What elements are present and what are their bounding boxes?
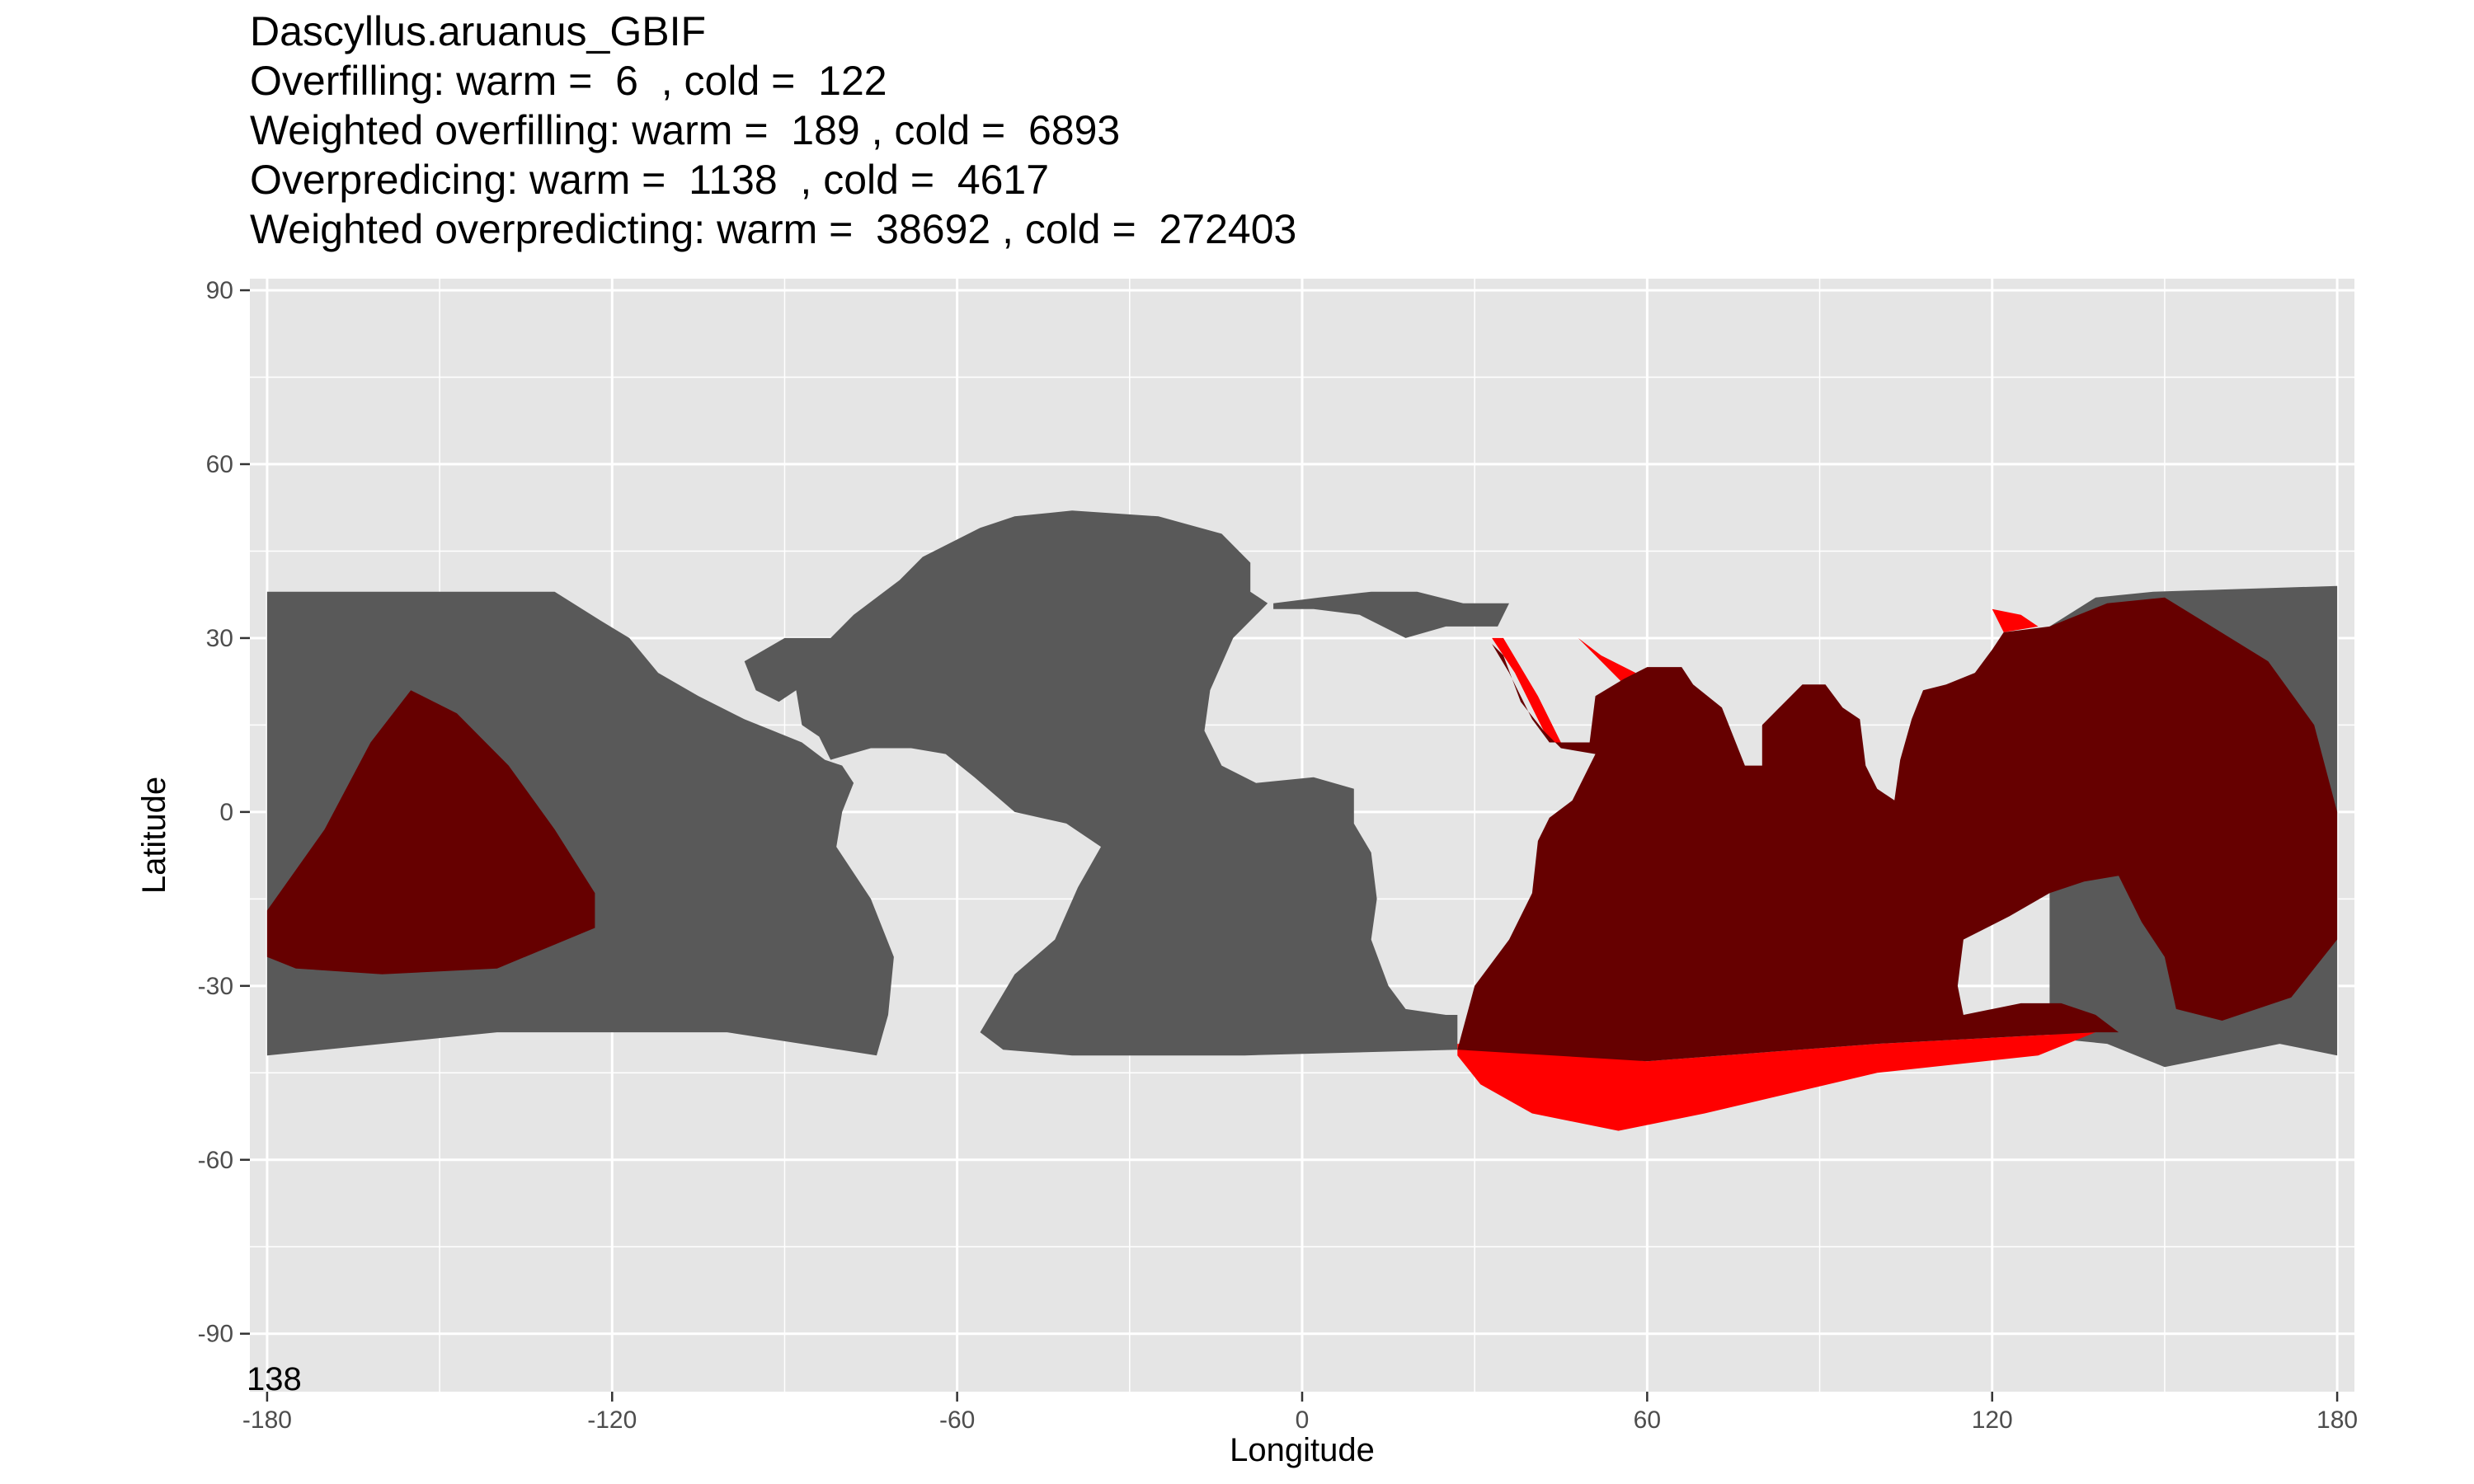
corner-label: 138 xyxy=(247,1361,302,1397)
ocean-range-region xyxy=(744,510,1458,1056)
x-tick-label: -120 xyxy=(587,1407,637,1434)
y-tick-label: -90 xyxy=(198,1321,233,1348)
y-tick-label: 30 xyxy=(206,625,233,652)
title-overfilling: Overfilling: warm = 6 , cold = 122 xyxy=(250,58,887,104)
x-tick-label: -180 xyxy=(242,1407,292,1434)
title-block: Dascyllus.aruanus_GBIF Overfilling: warm… xyxy=(250,7,1296,254)
title-weighted-overpredicting: Weighted overpredicting: warm = 38692 , … xyxy=(250,206,1297,252)
x-axis-title: Longitude xyxy=(1230,1432,1375,1468)
layer-overpredicted xyxy=(1457,608,2096,1131)
x-tick-label: 60 xyxy=(1634,1407,1661,1434)
overpredicted-region xyxy=(1578,637,1636,685)
x-tick-label: 0 xyxy=(1296,1407,1310,1434)
title-weighted-overfilling: Weighted overfilling: warm = 189 , cold … xyxy=(250,107,1121,153)
y-tick-label: -60 xyxy=(198,1147,233,1174)
y-tick-label: 60 xyxy=(206,451,233,478)
x-tick-label: 180 xyxy=(2316,1407,2358,1434)
y-tick-label: -30 xyxy=(198,973,233,1000)
x-tick-label: 120 xyxy=(1972,1407,2013,1434)
x-tick-label: -60 xyxy=(939,1407,975,1434)
title-overpredicing: Overpredicing: warm = 1138 , cold = 4617 xyxy=(250,157,1050,203)
y-axis-title: Latitude xyxy=(136,777,172,894)
overpredicted-region xyxy=(1457,1032,2096,1131)
ocean-range-region xyxy=(1273,591,1509,638)
overpredicted-region xyxy=(1992,608,2039,632)
y-tick-label: 90 xyxy=(206,277,233,304)
y-axis-ticks: -90 -60 -30 0 30 60 90 xyxy=(198,277,250,1348)
predicted-overlap-region xyxy=(266,690,595,974)
x-axis-ticks: -180 -120 -60 0 60 120 180 xyxy=(242,1392,2358,1434)
overpredicted-region xyxy=(1492,637,1561,743)
map-layers xyxy=(266,510,2338,1131)
y-tick-label: 0 xyxy=(219,799,233,826)
title-species: Dascyllus.aruanus_GBIF xyxy=(250,8,707,54)
predicted-overlap-region xyxy=(1457,597,2338,1062)
layer-predicted-overlap xyxy=(266,597,2338,1062)
